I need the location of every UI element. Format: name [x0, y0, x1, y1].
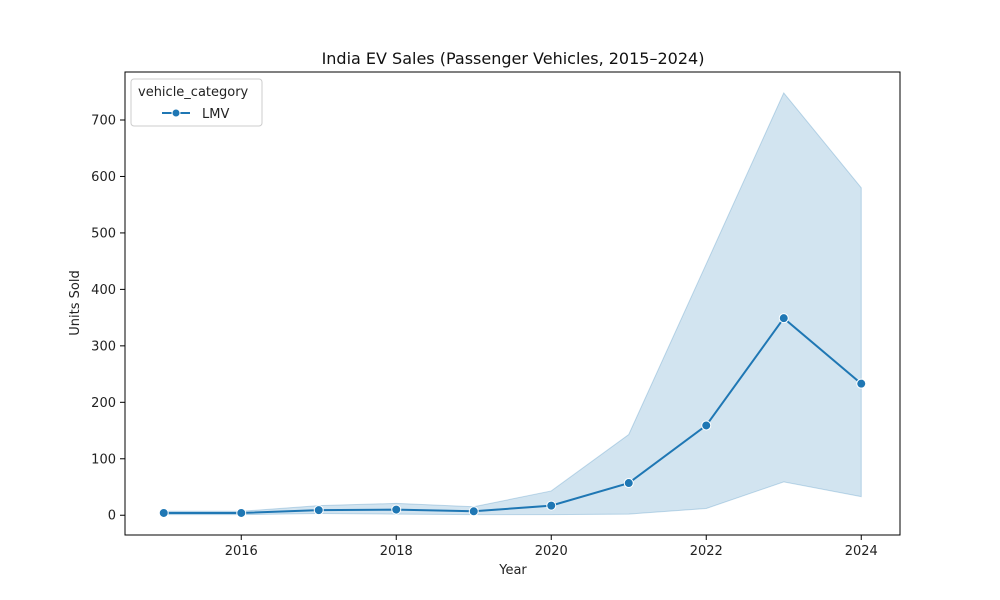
x-axis-label: Year — [498, 563, 527, 578]
y-tick-label: 400 — [91, 283, 116, 298]
data-point — [623, 478, 634, 489]
y-tick-label: 600 — [91, 170, 116, 185]
x-tick-label: 2018 — [380, 544, 413, 559]
legend-title: vehicle_category — [138, 85, 249, 100]
legend: vehicle_category LMV — [130, 78, 263, 127]
data-point — [391, 504, 402, 515]
y-tick-label: 300 — [91, 339, 116, 354]
y-axis-label: Units Sold — [68, 270, 83, 335]
y-tick-label: 0 — [108, 509, 116, 524]
series-line-lmv — [163, 316, 862, 514]
chart-title: India EV Sales (Passenger Vehicles, 2015… — [322, 49, 705, 68]
legend-entry-label: LMV — [202, 107, 229, 122]
data-point — [701, 420, 712, 431]
x-tick-label: 2024 — [845, 544, 878, 559]
data-point — [236, 507, 247, 518]
data-point — [158, 507, 169, 518]
x-tick-label: 2020 — [535, 544, 568, 559]
data-point — [778, 313, 789, 324]
data-point — [313, 505, 324, 516]
plot-frame — [124, 71, 901, 536]
legend-marker-swatch — [171, 108, 181, 118]
y-tick-label: 700 — [91, 113, 116, 128]
data-point — [856, 378, 867, 389]
x-tick-label: 2022 — [690, 544, 723, 559]
legend-frame — [130, 78, 263, 127]
y-tick-label: 100 — [91, 452, 116, 467]
confidence-band-lmv — [163, 91, 862, 516]
y-tick-label: 500 — [91, 226, 116, 241]
data-point — [546, 500, 557, 511]
x-tick-label: 2016 — [225, 544, 258, 559]
axes: 2016 2018 2020 2022 2024 0 100 200 300 400 500 600 7… — [91, 71, 901, 559]
plot-area — [158, 91, 867, 518]
data-point — [468, 506, 479, 517]
y-tick-label: 200 — [91, 396, 116, 411]
